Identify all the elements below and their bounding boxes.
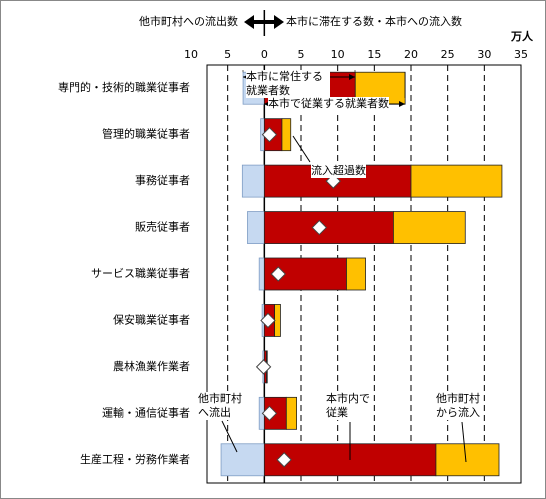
diamond-marker xyxy=(255,359,272,375)
y-tick-label: 生産工程・労務作業者 xyxy=(80,452,190,466)
diamond-marker xyxy=(311,219,328,236)
bar-segment xyxy=(410,164,503,198)
y-tick-label: 農林漁業作業者 xyxy=(113,359,190,373)
diamond-marker xyxy=(276,452,292,468)
unit: 万人 xyxy=(510,29,534,43)
leader-line xyxy=(221,420,238,453)
bar-segment xyxy=(435,443,500,477)
bracket-label: 本市で従業する就業者数 xyxy=(268,97,389,111)
y-tick-label: サービス職業従事者 xyxy=(91,267,190,280)
legend-label: 本市内で従業 xyxy=(326,392,373,420)
diamond-marker xyxy=(260,312,276,329)
x-tick-label: 10 xyxy=(331,48,345,61)
plot-frame xyxy=(206,64,522,484)
leader-line xyxy=(292,135,311,163)
y-tick-label: 事務従事者 xyxy=(135,173,190,187)
bar-segment xyxy=(220,443,265,477)
x-tick-label: 0 xyxy=(261,48,268,61)
bar-segment xyxy=(241,164,265,198)
header-left: 他市町村への流出数 xyxy=(139,14,238,28)
y-tick-label: 運輸・通信従事者 xyxy=(102,405,190,419)
bar-segment xyxy=(346,257,366,291)
x-tick-label: 20 xyxy=(404,48,418,61)
bracket-label: 本市に常住する就業者数 xyxy=(246,70,330,98)
bar-segment xyxy=(281,118,292,152)
bar-segment xyxy=(392,211,466,244)
x-tick-label: 25 xyxy=(441,48,455,61)
net-label: 流入超過数 xyxy=(311,164,366,178)
x-tick-label: 5 xyxy=(298,48,305,61)
bar-segment xyxy=(285,396,298,430)
leader-line xyxy=(461,421,467,463)
x-tick-label: 10 xyxy=(184,48,198,61)
x-tick-label: 5 xyxy=(224,48,231,61)
bar-segment xyxy=(263,211,394,244)
bar-segment xyxy=(258,257,265,291)
legend-label: 他市町村から流入 xyxy=(436,392,483,420)
header-right: 本市に滞在する数・本市への流入数 xyxy=(286,14,462,28)
diamond-marker xyxy=(261,126,278,143)
y-tick-label: 管理的職業従事者 xyxy=(102,127,190,141)
diamond-marker xyxy=(270,266,286,282)
y-tick-label: 専門的・技術的職業従事者 xyxy=(58,80,190,94)
x-tick-label: 30 xyxy=(477,48,491,61)
bar-segment xyxy=(247,211,265,244)
y-tick-label: 販売従事者 xyxy=(135,221,190,234)
header-arrow-head xyxy=(244,15,284,29)
diamond-marker xyxy=(261,405,278,422)
x-tick-label: 35 xyxy=(514,48,528,61)
legend-label: 他市町村へ流出 xyxy=(198,392,245,420)
y-tick-label: 保安職業従事者 xyxy=(113,312,190,326)
x-tick-label: 15 xyxy=(367,48,381,61)
